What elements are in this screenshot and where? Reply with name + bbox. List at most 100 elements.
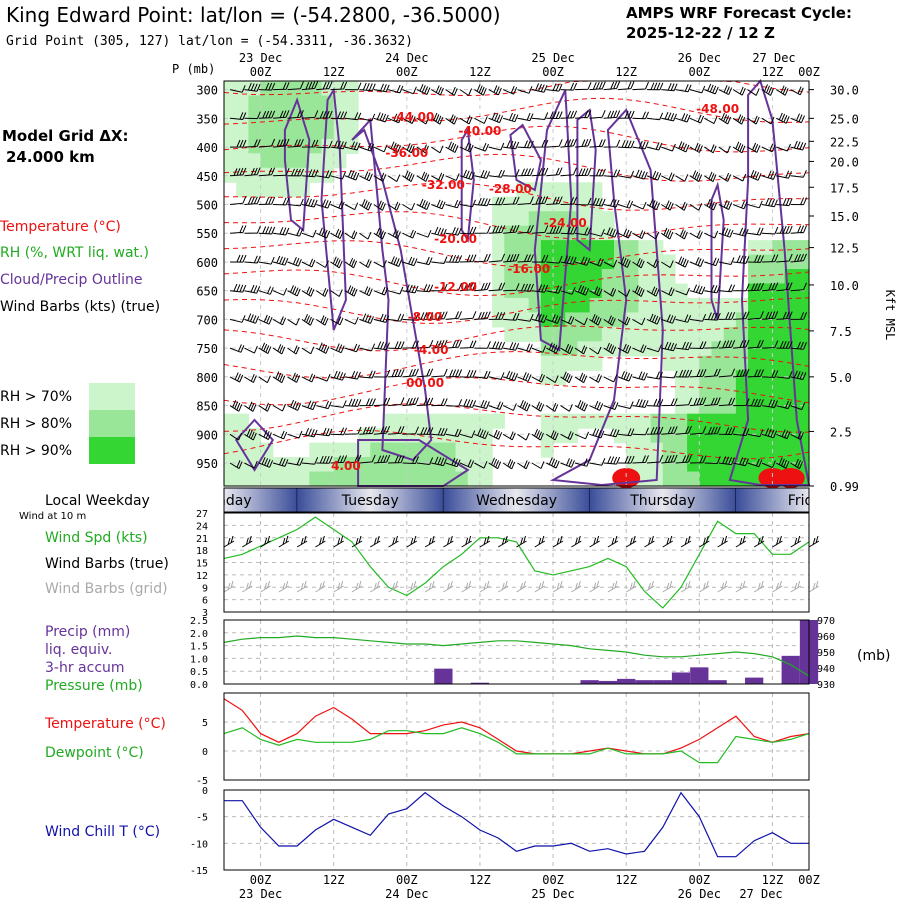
legend-rh80-swatch — [89, 410, 135, 437]
rh-cell — [772, 240, 786, 256]
rh-cell — [528, 211, 542, 227]
wind-barb — [344, 285, 358, 297]
rh-cell — [504, 297, 518, 314]
wind-barb — [459, 340, 477, 349]
wind-barb — [316, 110, 333, 119]
rh-cell — [540, 413, 554, 429]
wind-barb — [603, 227, 619, 238]
wind-barb — [229, 139, 247, 148]
panel-y-tick-label: 5 — [202, 718, 208, 729]
top-date-label: 27 Dec — [752, 51, 795, 65]
rh-cell — [297, 457, 310, 473]
panel-y-tick-label: -5 — [196, 813, 208, 824]
wind-barb — [344, 370, 361, 380]
wind-barb — [431, 172, 445, 182]
precip-bar — [781, 655, 800, 684]
wind-barb — [287, 317, 300, 326]
wind-barb — [661, 111, 677, 122]
wind-barb — [387, 174, 401, 183]
rh-cell — [687, 297, 700, 314]
wind-barb — [330, 256, 343, 269]
wind-barb — [344, 169, 360, 181]
bottom-date-label: 25 Dec — [531, 887, 574, 900]
dewpoint-line — [223, 727, 810, 764]
panel-y2-tick-label: 970 — [817, 616, 835, 627]
wind-barb — [330, 427, 348, 436]
wind-barb — [618, 428, 635, 437]
wind-barb — [445, 199, 461, 209]
wind-barb — [776, 400, 792, 410]
wind-barb — [761, 340, 779, 349]
wind-barb — [445, 254, 463, 263]
rh-cell — [248, 442, 262, 458]
pressure-tick-label: 850 — [196, 400, 218, 414]
panel-y-tick-label: 9 — [202, 583, 208, 594]
rh-cell — [553, 240, 566, 256]
wind-barb — [675, 84, 692, 93]
wind-barb — [646, 454, 664, 464]
surface-wind-barb-true — [662, 535, 674, 548]
wind-barb — [474, 282, 491, 292]
wind-barb — [732, 457, 749, 467]
rh-cell — [638, 428, 652, 444]
panel-background — [224, 620, 809, 684]
pressure-tick-label: 700 — [196, 313, 218, 327]
cloud-outline-path — [549, 108, 664, 487]
wind-barb — [531, 254, 549, 263]
wind-barb — [402, 202, 416, 211]
rh-cell — [443, 413, 457, 429]
pressure-tick-label: 550 — [196, 227, 218, 241]
surface-wind-barb-true — [808, 535, 820, 548]
wind-barb — [229, 315, 246, 323]
wind-barb — [617, 343, 632, 354]
forecast-cycle-value: 2025-12-22 / 12 Z — [626, 24, 775, 42]
wind-barb — [272, 255, 289, 266]
wind-barb — [546, 314, 561, 324]
wind-barb — [474, 142, 489, 152]
rh-cell — [662, 442, 676, 458]
wind-barb — [445, 311, 462, 320]
rh-cell — [796, 326, 810, 342]
wind-barb — [503, 283, 520, 292]
rh-cell — [577, 355, 591, 371]
wind-barb — [776, 170, 792, 179]
rh-cell — [772, 355, 786, 371]
temperature-legend: Temperature (°C) — [44, 716, 166, 732]
surface-wind-barb-true — [278, 535, 290, 548]
wind-barb — [488, 282, 506, 292]
wind-barb — [790, 253, 807, 263]
wind-barb — [301, 81, 319, 91]
rh-cell — [358, 457, 371, 473]
wind-barb — [359, 343, 376, 352]
rh-cell — [297, 138, 310, 154]
wind-barb — [273, 168, 290, 177]
panel-y-tick-label: 2.5 — [190, 616, 208, 627]
wind-barb — [661, 172, 675, 182]
pressure-tick-label: 350 — [196, 112, 218, 126]
precip-bar — [598, 680, 618, 684]
wind-barb — [661, 426, 678, 435]
rh-cell — [674, 399, 688, 415]
wind-barb — [718, 227, 734, 238]
surface-wind-barb-grid — [753, 580, 765, 593]
rh-cell — [638, 312, 652, 328]
surface-wind-barb-true — [772, 535, 783, 548]
wind-barb — [790, 431, 804, 440]
wind-barb — [761, 143, 776, 153]
wind-barb — [661, 143, 676, 152]
wind-barb — [632, 230, 646, 240]
rh-cell — [272, 81, 286, 97]
wind-barb — [316, 140, 333, 149]
rh-cell — [565, 211, 579, 227]
panel-y-tick-label: 12 — [196, 571, 208, 582]
wind-barb — [488, 457, 502, 470]
wind-barb — [776, 282, 793, 292]
panel-y-tick-label: 27 — [196, 509, 208, 520]
surface-wind-barb-grid — [534, 580, 546, 593]
wind-barb — [344, 257, 358, 269]
wind-barb — [776, 429, 791, 440]
rh-cell — [784, 240, 798, 256]
wind-barb — [617, 200, 634, 209]
rh-cell — [479, 457, 493, 473]
wind-barb — [646, 398, 664, 407]
